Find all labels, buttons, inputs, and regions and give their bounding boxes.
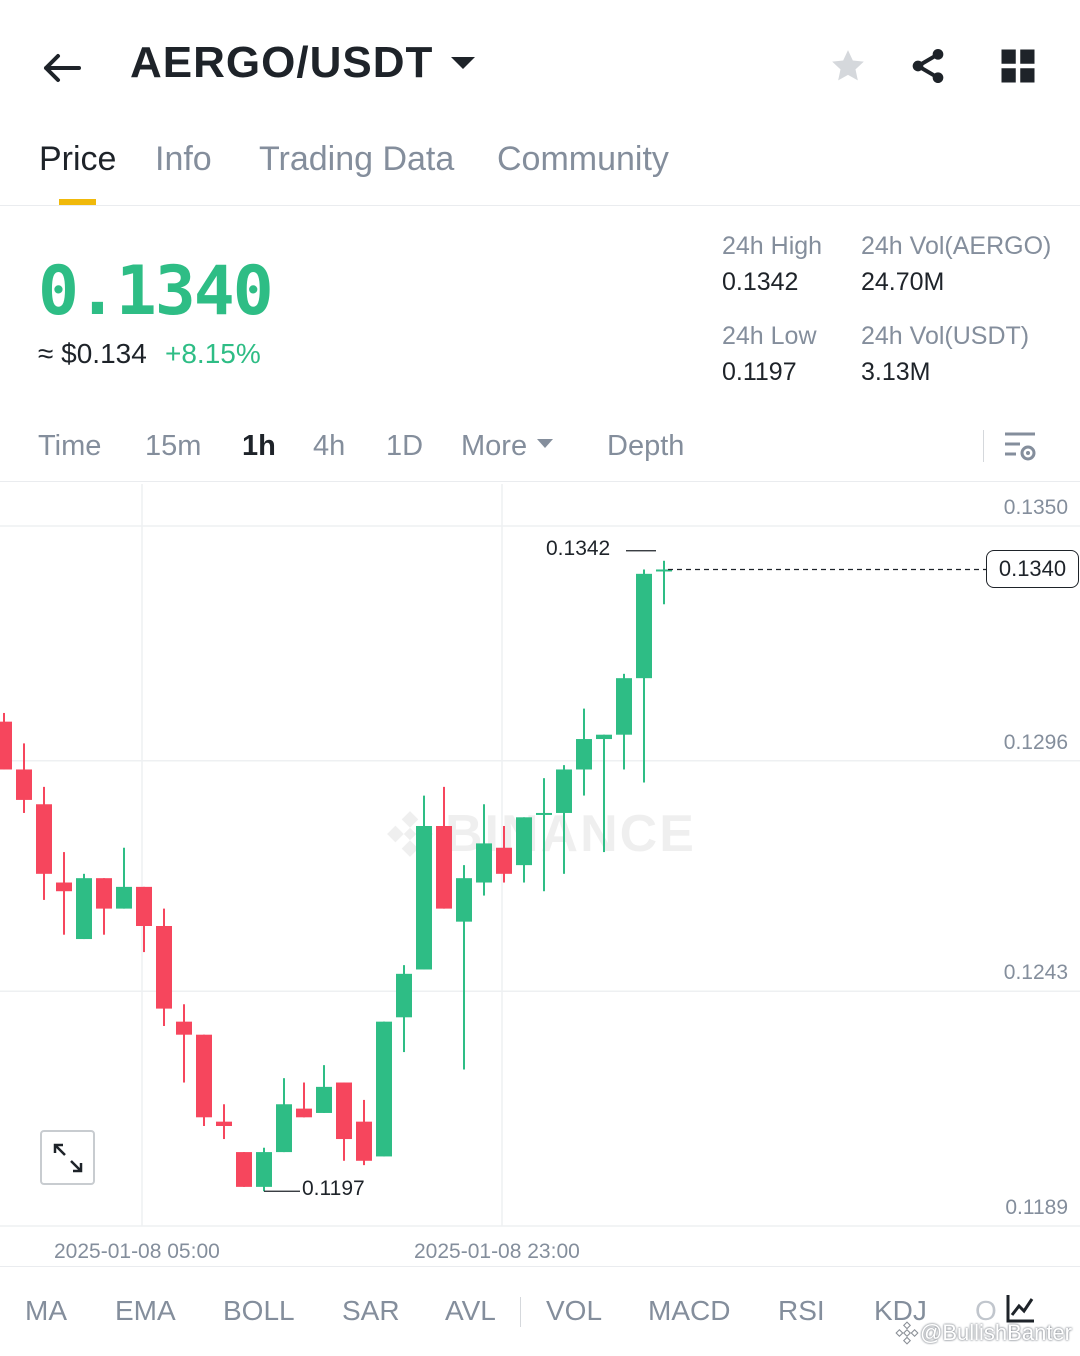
section-tabs: Price Info Trading Data Community [0,130,1080,206]
vol-quote-value: 3.13M [861,358,931,386]
indicator-sar[interactable]: SAR [342,1295,400,1326]
candle-body [116,886,132,909]
indicator-avl[interactable]: AVL [445,1295,496,1326]
candle-body [476,843,492,883]
divider [983,430,984,462]
indicator-rsi[interactable]: RSI [778,1295,825,1326]
active-tab-indicator [59,199,96,205]
usd-price: ≈ $0.134 [38,338,147,369]
candle-body [456,878,472,922]
tab-info[interactable]: Info [155,140,212,178]
candle-body [136,886,152,926]
time-tick-label: 2025-01-08 05:00 [54,1240,220,1263]
candle-body [496,847,512,874]
candle-body [76,878,92,940]
high-value: 0.1342 [722,268,799,296]
candle-body [616,678,632,735]
candle-body [396,973,412,1018]
binance-logo-icon [895,1321,919,1345]
caret-down-icon [537,438,554,448]
vol-base-value: 24.70M [861,268,945,296]
candle-body [296,1108,312,1118]
indicator-ema[interactable]: EMA [115,1295,176,1326]
indicator-macd[interactable]: MACD [648,1295,731,1326]
candle-body [636,573,652,679]
grid-layout-icon[interactable] [996,44,1040,88]
price-change-percent: +8.15% [165,338,261,369]
candle-body [196,1034,212,1118]
candle-body [516,817,532,866]
credit-text: @BullishBanter [920,1320,1072,1345]
candle-body [156,926,172,1009]
interval-1h[interactable]: 1h [242,430,276,462]
candle-body [356,1121,372,1161]
interval-1d[interactable]: 1D [386,430,424,462]
tab-trading-data[interactable]: Trading Data [259,140,455,178]
favorite-star-icon[interactable] [826,44,870,88]
indicator-boll[interactable]: BOLL [223,1295,295,1326]
interval-bar: Time 15m 1h 4h 1D More Depth [0,412,1080,482]
fullscreen-icon[interactable] [40,1130,95,1185]
low-label: 24h Low [722,322,817,350]
candle-body [416,826,432,970]
chart-settings-icon[interactable] [1000,426,1040,466]
min-price-label: 0.1197 [302,1177,365,1201]
indicator-chart-icon[interactable] [1004,1293,1036,1325]
interval-more[interactable]: More [461,430,554,463]
candle-body [336,1082,352,1140]
pair-title: AERGO/USDT [130,38,434,87]
chart-canvas [0,484,1080,1227]
candlestick-chart[interactable]: BINANCE 0.1350 0.1296 0.1243 0.1189 2025-01… [0,484,1080,1266]
price-tick-label: 0.1350 [1003,496,1068,519]
vol-quote-label: 24h Vol(USDT) [861,322,1030,350]
tab-community[interactable]: Community [497,140,669,178]
price-tick-label: 0.1243 [1003,961,1068,985]
low-value: 0.1197 [722,358,797,386]
candle-body [276,1104,292,1153]
interval-15m[interactable]: 15m [145,430,202,462]
interval-4h[interactable]: 4h [313,430,346,462]
candle-body [56,882,72,892]
candle-body [0,721,12,770]
candle-body [216,1121,232,1126]
candle-body [316,1086,332,1113]
watermark-credit: @BullishBanter [894,1320,1072,1346]
interval-time[interactable]: Time [38,430,102,462]
tab-price[interactable]: Price [39,140,117,178]
time-tick-label: 2025-01-08 23:00 [414,1240,580,1263]
interval-depth[interactable]: Depth [607,430,685,462]
indicator-bar: MA EMA BOLL SAR AVL VOL MACD RSI KDJ O @… [0,1266,1080,1356]
indicator-obv[interactable]: O [975,1295,997,1326]
vol-base-label: 24h Vol(AERGO) [861,232,1052,260]
candle-body [376,1021,392,1157]
high-label: 24h High [722,232,823,260]
indicator-kdj[interactable]: KDJ [874,1295,927,1326]
last-price: 0.1340 [38,252,274,331]
candle-body [236,1152,252,1187]
candle-body [536,812,552,815]
candle-body [96,878,112,909]
price-tick-label: 0.1189 [1005,1196,1068,1219]
back-arrow-icon[interactable] [36,42,88,94]
share-icon[interactable] [906,44,950,88]
candle-body [176,1021,192,1035]
chevron-down-icon [451,57,476,69]
candle-body [36,804,52,874]
top-bar: AERGO/USDT [0,0,1080,130]
indicator-vol[interactable]: VOL [546,1295,603,1326]
candle-body [16,769,32,800]
pair-selector[interactable]: AERGO/USDT [130,38,476,88]
price-tick-label: 0.1296 [1003,730,1068,754]
candle-body [256,1152,272,1187]
current-price-tag: 0.1340 [986,550,1079,589]
candle-body [656,569,672,572]
interval-more-label: More [461,430,528,462]
candle-body [556,769,572,813]
candle-body [596,734,612,740]
indicator-ma[interactable]: MA [25,1295,67,1326]
divider [520,1297,521,1327]
candle-body [576,739,592,770]
candle-body [436,826,452,909]
max-price-label: 0.1342 [546,536,611,560]
